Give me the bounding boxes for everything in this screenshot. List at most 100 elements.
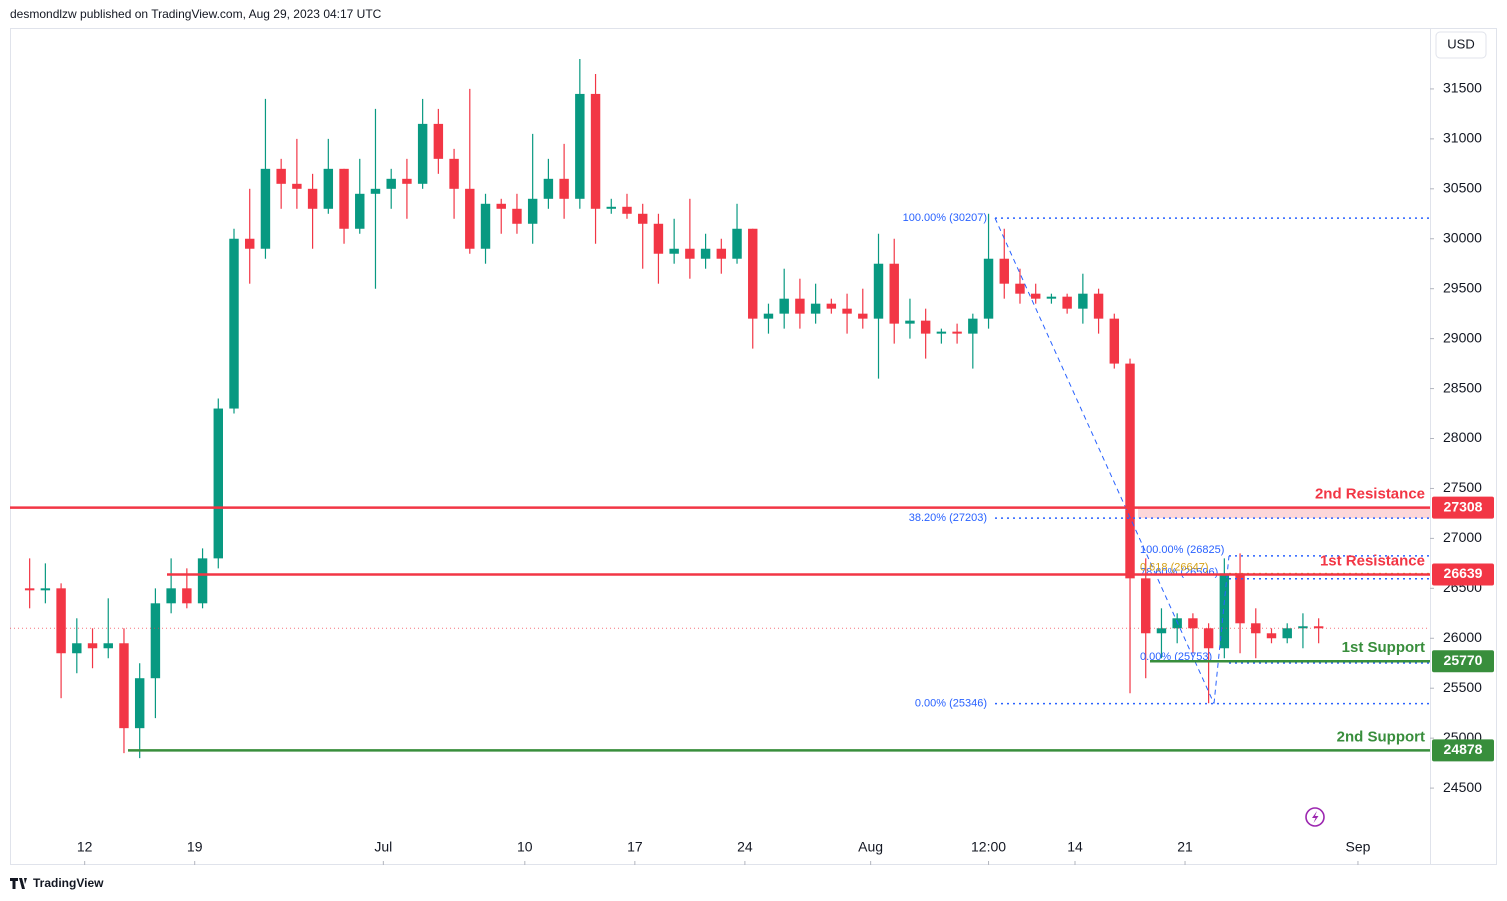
candle-body bbox=[370, 188, 381, 194]
x-tick-label: 14 bbox=[1067, 839, 1083, 855]
fib-trend bbox=[994, 217, 1215, 704]
axes: 2450025000255002600026500270002750028000… bbox=[77, 80, 1494, 865]
chart-frame bbox=[10, 28, 1497, 865]
alert-circle[interactable] bbox=[1305, 807, 1325, 827]
candle-body bbox=[543, 178, 554, 199]
x-tick-label: 17 bbox=[627, 839, 643, 855]
level-price-box bbox=[1432, 496, 1494, 519]
logo-text: TradingView bbox=[33, 876, 104, 890]
level-price-box bbox=[1432, 739, 1494, 762]
fib-label: 0.00% (25346) bbox=[915, 697, 987, 709]
candle-body bbox=[826, 303, 837, 309]
y-tick-label: 27000 bbox=[1443, 529, 1482, 545]
candle-body bbox=[779, 298, 789, 314]
candle-body bbox=[842, 308, 852, 314]
candle-body bbox=[889, 263, 899, 324]
candle-body bbox=[1078, 293, 1088, 309]
candle-body bbox=[653, 223, 664, 254]
y-tick-label: 29000 bbox=[1443, 329, 1482, 345]
candle-body bbox=[795, 298, 805, 314]
candle-body bbox=[858, 313, 868, 319]
candle-body bbox=[1251, 623, 1261, 634]
candle-body bbox=[197, 558, 208, 604]
alert-icon[interactable] bbox=[1305, 807, 1325, 827]
candle-body bbox=[1313, 626, 1324, 629]
candle-body bbox=[56, 588, 66, 654]
y-tick-label: 31000 bbox=[1443, 130, 1482, 146]
level-price-box bbox=[1432, 650, 1494, 673]
candle-body bbox=[732, 228, 742, 259]
candle-body bbox=[1219, 573, 1230, 649]
candle-body bbox=[1109, 318, 1120, 364]
candle-body bbox=[873, 263, 884, 319]
candle-body bbox=[1141, 578, 1151, 634]
y-tick-label: 30500 bbox=[1443, 180, 1482, 196]
logo: TradingView bbox=[10, 876, 104, 890]
candle-body bbox=[1046, 296, 1057, 299]
y-tick-label: 27500 bbox=[1443, 479, 1482, 495]
candle-body bbox=[905, 320, 915, 324]
fib-label: 0.618 (26647) bbox=[1140, 562, 1209, 574]
candle-body bbox=[622, 206, 632, 214]
level-name: 1st Resistance bbox=[1320, 552, 1425, 569]
candle-body bbox=[355, 193, 365, 229]
candle-body bbox=[1188, 618, 1198, 629]
candle-body bbox=[276, 168, 286, 184]
candle-body bbox=[1156, 628, 1167, 634]
y-tick-label: 28500 bbox=[1443, 379, 1482, 395]
candle-body bbox=[260, 168, 271, 249]
candle-body bbox=[103, 643, 113, 649]
candle-body bbox=[119, 643, 129, 729]
level-name: 2nd Support bbox=[1337, 728, 1425, 745]
candle-body bbox=[433, 123, 444, 159]
candle-body bbox=[512, 208, 522, 224]
candle-body bbox=[87, 643, 98, 649]
y-tick-label: 31500 bbox=[1443, 80, 1482, 96]
alert-bolt[interactable] bbox=[1312, 811, 1319, 823]
candle-body bbox=[339, 168, 349, 229]
candle-body bbox=[983, 258, 994, 319]
candle-body bbox=[748, 228, 758, 319]
level-name: 2nd Resistance bbox=[1315, 486, 1425, 503]
candle-body bbox=[685, 248, 695, 259]
candle-body bbox=[292, 183, 302, 189]
candle-body bbox=[24, 588, 35, 591]
candle-body bbox=[1235, 573, 1245, 624]
x-tick-label: Sep bbox=[1345, 839, 1370, 855]
level-price-box bbox=[1432, 563, 1494, 586]
y-tick-label: 25500 bbox=[1443, 679, 1482, 695]
level-price: 27308 bbox=[1444, 498, 1483, 514]
candle-body bbox=[606, 206, 616, 209]
candle-body bbox=[952, 331, 962, 334]
x-tick-label: 19 bbox=[187, 839, 203, 855]
candle-body bbox=[1015, 283, 1025, 294]
candle-body bbox=[1298, 626, 1308, 629]
currency-button[interactable] bbox=[1435, 31, 1487, 59]
candle-body bbox=[150, 603, 161, 679]
candle-body bbox=[182, 588, 192, 604]
candle-body bbox=[575, 93, 585, 199]
candle-body bbox=[465, 188, 475, 249]
candle-body bbox=[496, 203, 506, 209]
candle-body bbox=[810, 303, 821, 314]
currency[interactable]: USD bbox=[1447, 36, 1474, 51]
candle-body bbox=[1030, 293, 1041, 299]
candle-body bbox=[480, 203, 491, 249]
resistance-zone bbox=[1138, 507, 1430, 519]
byline: desmondlzw published on TradingView.com,… bbox=[10, 7, 382, 21]
level-price: 25770 bbox=[1444, 652, 1483, 668]
candle-body bbox=[307, 188, 318, 209]
x-tick-label: Jul bbox=[374, 839, 392, 855]
logo-mark bbox=[10, 878, 27, 889]
candle-body bbox=[1282, 628, 1292, 639]
x-tick-label: 12:00 bbox=[971, 839, 1006, 855]
candle-body bbox=[213, 408, 223, 559]
candle-body bbox=[134, 678, 145, 729]
y-tick-label: 24500 bbox=[1443, 779, 1482, 795]
candle-body bbox=[920, 320, 931, 334]
candle-body bbox=[1172, 618, 1182, 629]
x-tick-label: 24 bbox=[737, 839, 753, 855]
fib-label: 100.00% (26825) bbox=[1140, 544, 1224, 556]
y-tick-label: 26000 bbox=[1443, 629, 1482, 645]
